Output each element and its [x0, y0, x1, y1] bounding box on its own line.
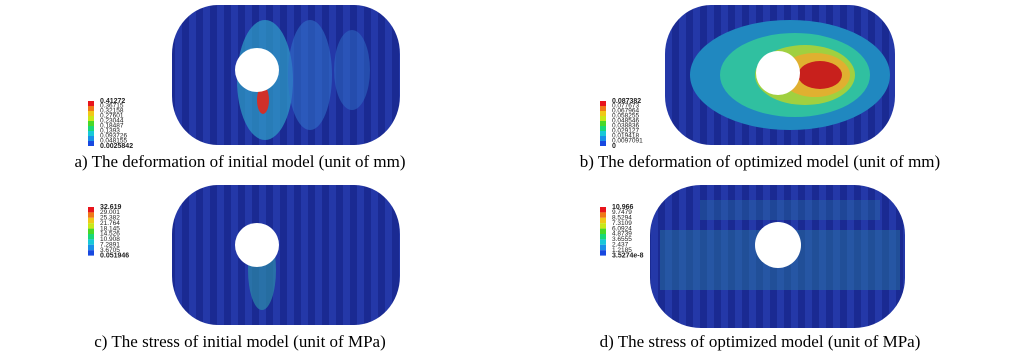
legend-swatch [88, 218, 94, 223]
legend-swatch [600, 136, 606, 141]
legend-swatch [88, 207, 94, 212]
model [172, 5, 400, 145]
caption: a) The deformation of initial model (uni… [74, 152, 405, 171]
legend-swatch [88, 106, 94, 111]
panel: 0.0873820.0776730.0679640.0582550.048546… [580, 5, 940, 171]
legend-label: 0.051946 [100, 252, 129, 259]
legend-swatch [88, 250, 94, 255]
hole [235, 223, 279, 267]
legend-swatch [88, 101, 94, 106]
caption: b) The deformation of optimized model (u… [580, 152, 940, 171]
model-body [172, 185, 400, 325]
contour-patch [288, 20, 332, 130]
legend-swatch [600, 126, 606, 131]
legend-label: 0 [612, 143, 616, 150]
contour-patch [700, 200, 880, 220]
legend-swatch [88, 126, 94, 131]
legend-swatch [88, 229, 94, 234]
legend-label: 3.5274e-8 [612, 252, 644, 259]
legend-swatch [88, 116, 94, 121]
legend-swatch [600, 234, 606, 239]
panel: 0.412720.367150.321580.276010.230440.184… [74, 5, 405, 171]
legend-swatch [88, 239, 94, 244]
hole [235, 48, 279, 92]
legend-swatch [600, 106, 606, 111]
contour-patch [334, 30, 370, 110]
legend-swatch [88, 131, 94, 136]
legend-swatch [88, 223, 94, 228]
legend-swatch [600, 250, 606, 255]
legend-swatch [600, 121, 606, 126]
panel: 10.9669.74798.52947.31096.09244.87393.65… [600, 185, 921, 351]
legend-swatch [88, 111, 94, 116]
legend-swatch [88, 212, 94, 217]
caption: d) The stress of optimized model (unit o… [600, 332, 921, 351]
legend-swatch [600, 131, 606, 136]
caption: c) The stress of initial model (unit of … [94, 332, 385, 351]
legend-swatch [600, 141, 606, 146]
legend-swatch [600, 229, 606, 234]
legend-swatch [600, 111, 606, 116]
legend-swatch [600, 245, 606, 250]
legend-label: 0.0025842 [100, 143, 133, 150]
hole [755, 222, 801, 268]
hole [756, 51, 800, 95]
legend-swatch [88, 234, 94, 239]
legend-swatch [600, 116, 606, 121]
legend-label: 0.0097091 [612, 138, 643, 145]
legend-swatch [88, 141, 94, 146]
legend-swatch [600, 223, 606, 228]
legend-swatch [88, 121, 94, 126]
legend-swatch [600, 212, 606, 217]
legend-swatch [600, 207, 606, 212]
panel: 32.61929.00125.38221.76418.14514.52610.9… [88, 185, 400, 351]
model [172, 185, 400, 325]
legend-swatch [600, 101, 606, 106]
figure: 0.412720.367150.321580.276010.230440.184… [0, 0, 1022, 362]
legend-swatch [600, 218, 606, 223]
contour-patch [798, 61, 842, 89]
legend-swatch [88, 245, 94, 250]
legend-swatch [88, 136, 94, 141]
legend-swatch [600, 239, 606, 244]
